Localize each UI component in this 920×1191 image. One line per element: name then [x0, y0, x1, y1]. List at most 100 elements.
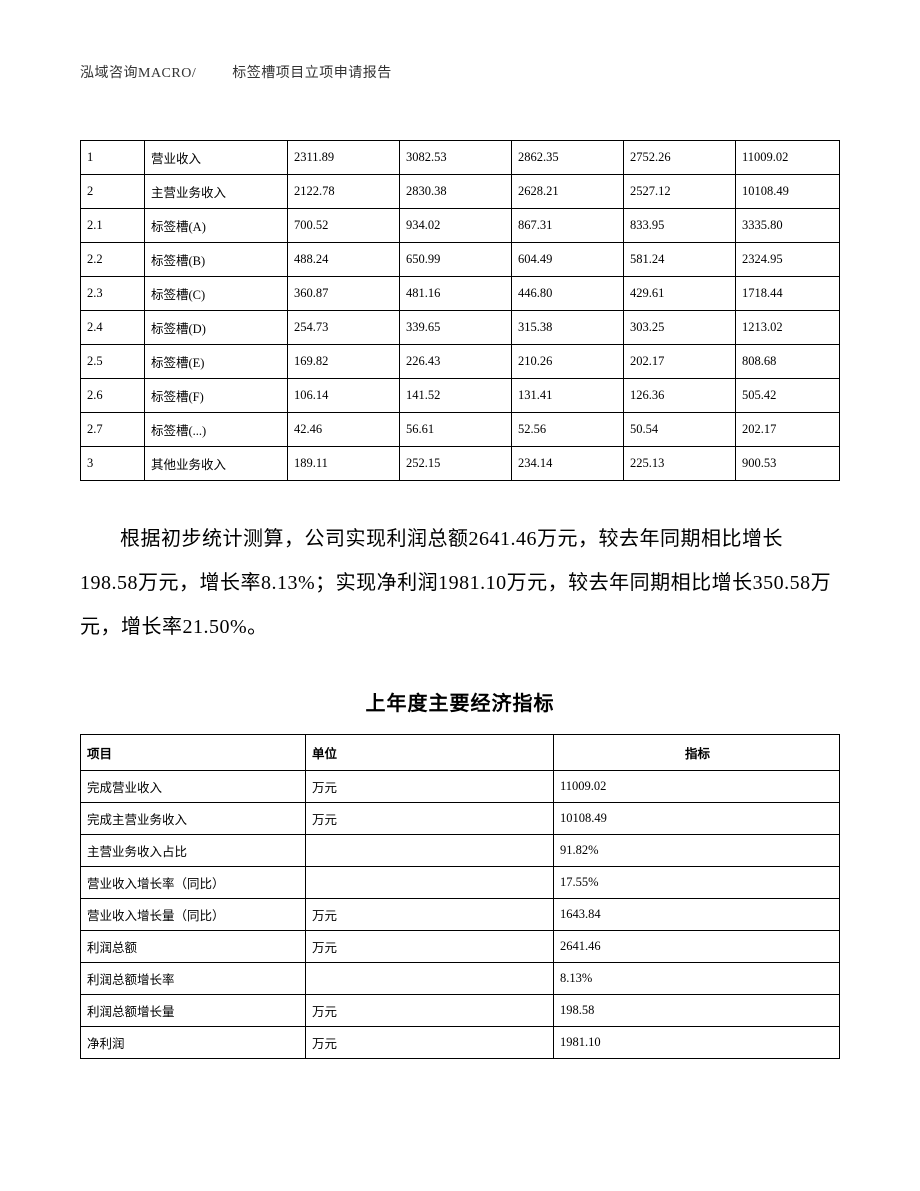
table-cell: 50.54: [624, 413, 736, 447]
table-row: 利润总额增长量万元198.58: [81, 995, 840, 1027]
header-cell: 单位: [306, 735, 554, 771]
table-cell: 营业收入增长率（同比）: [81, 867, 306, 899]
table-cell: 2: [81, 175, 145, 209]
table-cell: 17.55%: [554, 867, 840, 899]
table-row: 1营业收入2311.893082.532862.352752.2611009.0…: [81, 141, 840, 175]
table-cell: 56.61: [400, 413, 512, 447]
table-cell: 234.14: [512, 447, 624, 481]
table-cell: 131.41: [512, 379, 624, 413]
table-header-row: 项目 单位 指标: [81, 735, 840, 771]
header-cell: 指标: [554, 735, 840, 771]
table-cell: 2.5: [81, 345, 145, 379]
table-cell: 481.16: [400, 277, 512, 311]
table-cell: 254.73: [288, 311, 400, 345]
table-cell: 900.53: [736, 447, 840, 481]
table-cell: 339.65: [400, 311, 512, 345]
table-cell: 226.43: [400, 345, 512, 379]
table-cell: 1213.02: [736, 311, 840, 345]
table-cell: 2.4: [81, 311, 145, 345]
table-cell: 700.52: [288, 209, 400, 243]
table-cell: 利润总额: [81, 931, 306, 963]
table-cell: 106.14: [288, 379, 400, 413]
table-cell: 429.61: [624, 277, 736, 311]
table-cell: 169.82: [288, 345, 400, 379]
table-cell: 万元: [306, 899, 554, 931]
table-cell: 808.68: [736, 345, 840, 379]
table-cell: 标签槽(E): [145, 345, 288, 379]
table-cell: 2830.38: [400, 175, 512, 209]
table-cell: 202.17: [624, 345, 736, 379]
table-cell: 2641.46: [554, 931, 840, 963]
table-cell: 1643.84: [554, 899, 840, 931]
table-cell: 3082.53: [400, 141, 512, 175]
table-row: 2.7标签槽(...)42.4656.6152.5650.54202.17: [81, 413, 840, 447]
table-cell: 主营业务收入: [145, 175, 288, 209]
table-cell: 万元: [306, 803, 554, 835]
table-cell: 581.24: [624, 243, 736, 277]
header-cell: 项目: [81, 735, 306, 771]
table-cell: 42.46: [288, 413, 400, 447]
table-row: 营业收入增长率（同比） 17.55%: [81, 867, 840, 899]
table-cell: 505.42: [736, 379, 840, 413]
table-cell: 标签槽(C): [145, 277, 288, 311]
table-row: 2.2标签槽(B)488.24650.99604.49581.242324.95: [81, 243, 840, 277]
indicators-table: 项目 单位 指标 完成营业收入万元11009.02完成主营业务收入万元10108…: [80, 734, 840, 1059]
page-header: 泓域咨询MACRO/ 标签槽项目立项申请报告: [80, 62, 840, 82]
table-cell: 11009.02: [736, 141, 840, 175]
table-cell: 利润总额增长量: [81, 995, 306, 1027]
table-cell: 1: [81, 141, 145, 175]
table-row: 主营业务收入占比 91.82%: [81, 835, 840, 867]
table-cell: 833.95: [624, 209, 736, 243]
table-cell: 万元: [306, 771, 554, 803]
table-cell: 营业收入增长量（同比）: [81, 899, 306, 931]
table-cell: 2.7: [81, 413, 145, 447]
table-cell: [306, 835, 554, 867]
table-cell: 2752.26: [624, 141, 736, 175]
table-cell: 11009.02: [554, 771, 840, 803]
table-cell: 标签槽(F): [145, 379, 288, 413]
table-cell: 净利润: [81, 1027, 306, 1059]
table-cell: 万元: [306, 1027, 554, 1059]
table-cell: 完成主营业务收入: [81, 803, 306, 835]
table-cell: 标签槽(...): [145, 413, 288, 447]
table-cell: 2862.35: [512, 141, 624, 175]
header-left: 泓域咨询MACRO/: [80, 66, 196, 81]
table-cell: 万元: [306, 995, 554, 1027]
table-cell: 主营业务收入占比: [81, 835, 306, 867]
table-cell: 446.80: [512, 277, 624, 311]
table-row: 2.5标签槽(E)169.82226.43210.26202.17808.68: [81, 345, 840, 379]
table-cell: 万元: [306, 931, 554, 963]
table-cell: 867.31: [512, 209, 624, 243]
table-cell: 8.13%: [554, 963, 840, 995]
table-cell: 利润总额增长率: [81, 963, 306, 995]
table-row: 利润总额增长率 8.13%: [81, 963, 840, 995]
table-cell: 604.49: [512, 243, 624, 277]
table-cell: 225.13: [624, 447, 736, 481]
table-cell: [306, 963, 554, 995]
table-cell: 完成营业收入: [81, 771, 306, 803]
table-cell: 126.36: [624, 379, 736, 413]
table-cell: 标签槽(D): [145, 311, 288, 345]
revenue-table: 1营业收入2311.893082.532862.352752.2611009.0…: [80, 140, 840, 481]
table-row: 2主营业务收入2122.782830.382628.212527.1210108…: [81, 175, 840, 209]
table-cell: 营业收入: [145, 141, 288, 175]
summary-paragraph: 根据初步统计测算，公司实现利润总额2641.46万元，较去年同期相比增长198.…: [80, 517, 840, 649]
table-row: 2.3标签槽(C)360.87481.16446.80429.611718.44: [81, 277, 840, 311]
table-cell: 198.58: [554, 995, 840, 1027]
table-cell: 303.25: [624, 311, 736, 345]
table-cell: 189.11: [288, 447, 400, 481]
subtitle: 上年度主要经济指标: [80, 687, 840, 716]
table-cell: 52.56: [512, 413, 624, 447]
table-cell: 210.26: [512, 345, 624, 379]
table-cell: 10108.49: [554, 803, 840, 835]
table-row: 营业收入增长量（同比）万元1643.84: [81, 899, 840, 931]
table-cell: 1718.44: [736, 277, 840, 311]
table-row: 利润总额万元2641.46: [81, 931, 840, 963]
table-cell: 2122.78: [288, 175, 400, 209]
table-cell: 其他业务收入: [145, 447, 288, 481]
table-cell: 2.6: [81, 379, 145, 413]
table-cell: 2628.21: [512, 175, 624, 209]
table-row: 2.4标签槽(D)254.73339.65315.38303.251213.02: [81, 311, 840, 345]
table-cell: 91.82%: [554, 835, 840, 867]
table-cell: 2.3: [81, 277, 145, 311]
